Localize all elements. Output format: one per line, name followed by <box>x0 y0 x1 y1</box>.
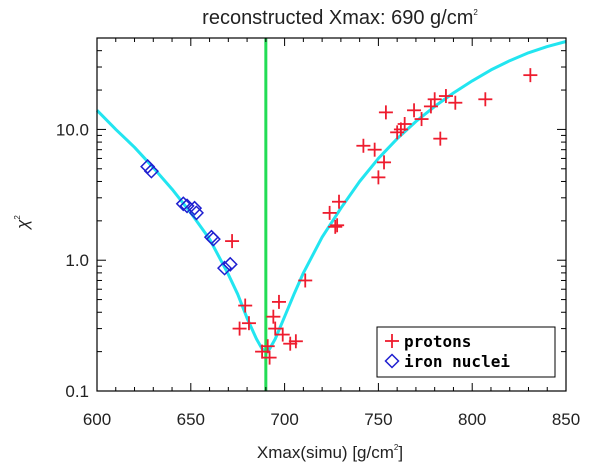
proton-point <box>275 327 290 342</box>
proton-point <box>271 294 286 309</box>
proton-point <box>288 334 303 349</box>
iron-nuclei-point <box>143 163 159 179</box>
proton-point <box>332 194 347 209</box>
fit-curve <box>95 40 567 354</box>
iron-nuclei-point <box>188 205 204 221</box>
x-axis-label: Xmax(simu) [g/cm2] <box>257 443 403 462</box>
legend-label-iron-nuclei: iron nuclei <box>404 352 510 371</box>
x-axis-label-superscript: 2 <box>394 443 399 452</box>
y-tick-label: 1.0 <box>65 251 89 270</box>
chart-title-main: reconstructed Xmax: 690 g/cm <box>202 7 473 29</box>
proton-point <box>390 125 405 140</box>
y-axis-label-main: χ <box>13 219 32 231</box>
proton-point <box>377 155 392 170</box>
proton-point <box>478 92 493 107</box>
x-tick-label: 800 <box>458 410 486 429</box>
proton-point <box>262 350 277 365</box>
y-tick-label: 10.0 <box>56 120 89 139</box>
plot-frame <box>96 37 567 392</box>
proton-point <box>433 131 448 146</box>
iron-nuclei-point <box>205 231 221 247</box>
x-axis-label-suffix: ] <box>398 443 403 462</box>
x-tick-label: 700 <box>270 410 298 429</box>
proton-point <box>414 112 429 127</box>
x-tick-label: 600 <box>83 410 111 429</box>
proton-point <box>427 92 442 107</box>
proton-point <box>423 99 438 114</box>
proton-point <box>378 105 393 120</box>
legend-box <box>376 326 556 378</box>
proton-point <box>328 219 343 234</box>
x-tick-label: 750 <box>364 410 392 429</box>
proton-point <box>283 336 298 351</box>
proton-point <box>356 138 371 153</box>
x-tick-label: 850 <box>552 410 580 429</box>
proton-point <box>232 321 247 336</box>
proton-point <box>260 339 275 354</box>
iron-nuclei-point <box>217 260 233 276</box>
y-axis-label: χ2 <box>13 215 32 231</box>
proton-point <box>448 95 463 110</box>
axis-ticks-layer: 600 650 700 750 800 850 0.1 1.0 10.0 <box>56 37 580 429</box>
proton-point <box>241 316 256 331</box>
iron-nuclei-point <box>179 198 195 214</box>
proton-point <box>268 321 283 336</box>
chart-title-superscript: 2 <box>473 8 478 17</box>
proton-point <box>330 218 345 233</box>
iron-nuclei-point <box>175 196 191 212</box>
iron-nuclei-point <box>186 200 203 216</box>
proton-point <box>298 273 313 288</box>
proton-point <box>438 89 453 104</box>
x-tick-label: 650 <box>177 410 205 429</box>
legend-diamond-marker <box>384 353 400 369</box>
chart-title: reconstructed Xmax: 690 g/cm2 <box>202 7 478 29</box>
proton-point <box>523 68 538 83</box>
proton-point <box>371 170 386 185</box>
legend-marker-protons <box>385 334 399 348</box>
proton-point <box>225 234 240 249</box>
legend: protons iron nuclei <box>376 326 556 378</box>
fit-curve-layer <box>95 40 567 354</box>
proton-point <box>397 117 412 132</box>
proton-point <box>367 142 382 157</box>
legend-label-protons: protons <box>404 332 471 351</box>
legend-marker-iron-nuclei <box>384 353 400 369</box>
iron-nuclei-point <box>222 256 238 272</box>
proton-point <box>322 205 337 220</box>
data-points-layer <box>140 68 538 365</box>
y-tick-label: 0.1 <box>65 382 89 401</box>
legend-plus-marker <box>385 334 399 348</box>
x-axis-label-main: Xmax(simu) [g/cm <box>257 443 394 462</box>
proton-point <box>238 298 253 313</box>
proton-point <box>266 309 281 324</box>
proton-point <box>407 103 422 118</box>
y-axis-label-superscript: 2 <box>13 215 22 220</box>
